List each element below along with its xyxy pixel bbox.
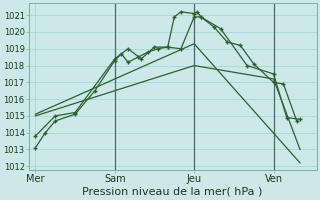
X-axis label: Pression niveau de la mer( hPa ): Pression niveau de la mer( hPa ) <box>83 187 263 197</box>
